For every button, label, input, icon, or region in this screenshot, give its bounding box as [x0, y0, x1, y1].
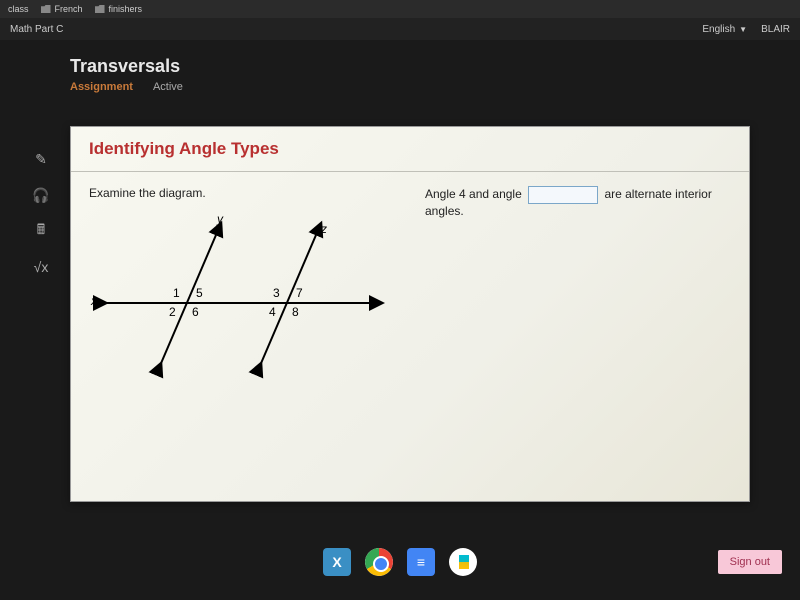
label-z: z [321, 222, 327, 236]
os-taskbar: X ≡ [0, 542, 800, 582]
headphones-icon[interactable]: 🎧 [32, 186, 50, 204]
docs-icon[interactable]: ≡ [407, 548, 435, 576]
angle-8: 8 [292, 305, 299, 319]
browser-tab[interactable]: class [8, 4, 29, 14]
page-header: Transversals Assignment Active [0, 40, 800, 93]
angle-1: 1 [173, 286, 180, 300]
page-title: Transversals [70, 56, 730, 77]
instruction-text: Examine the diagram. [89, 186, 395, 200]
browser-tab[interactable]: French [41, 4, 83, 14]
angle-2: 2 [169, 305, 176, 319]
angle-4: 4 [269, 305, 276, 319]
tab-label: French [55, 4, 83, 14]
chrome-icon[interactable] [365, 548, 393, 576]
card-body: Examine the diagram. x y z 1 5 [71, 172, 749, 498]
browser-tab-strip: class French finishers [0, 0, 800, 18]
language-selector[interactable]: English ▼ [702, 24, 747, 35]
course-bar-right: English ▼ BLAIR [702, 24, 790, 35]
card-header: Identifying Angle Types [71, 127, 749, 172]
label-x: x [91, 294, 97, 308]
answer-input[interactable] [528, 186, 598, 204]
line-y [159, 228, 219, 368]
app-icon-x[interactable]: X [323, 548, 351, 576]
card-title: Identifying Angle Types [89, 139, 731, 159]
folder-icon [95, 5, 105, 13]
folder-icon [41, 5, 51, 13]
tab-assignment[interactable]: Assignment [70, 81, 133, 93]
course-name: Math Part C [10, 24, 63, 35]
angle-3: 3 [273, 286, 280, 300]
label-y: y [217, 212, 223, 226]
content-card: Identifying Angle Types Examine the diag… [70, 126, 750, 502]
line-z [259, 228, 319, 368]
user-name: BLAIR [761, 24, 790, 35]
formula-icon[interactable]: √x [32, 258, 50, 276]
sign-out-button[interactable]: Sign out [718, 550, 782, 574]
course-bar: Math Part C English ▼ BLAIR [0, 18, 800, 40]
pencil-icon[interactable]: ✎ [32, 150, 50, 168]
tab-label: class [8, 4, 29, 14]
language-label: English [702, 24, 735, 35]
chevron-down-icon: ▼ [739, 25, 747, 34]
angle-5: 5 [196, 286, 203, 300]
tab-active[interactable]: Active [153, 81, 183, 93]
angle-6: 6 [192, 305, 199, 319]
browser-tab[interactable]: finishers [95, 4, 143, 14]
diagram-column: Examine the diagram. x y z 1 5 [89, 186, 395, 484]
question-column: Angle 4 and angle are alternate interior… [425, 186, 731, 484]
question-text-before: Angle 4 and angle [425, 187, 522, 201]
header-tabs: Assignment Active [70, 81, 730, 93]
play-store-icon[interactable] [449, 548, 477, 576]
diagram-svg [89, 208, 389, 388]
transversal-diagram: x y z 1 5 2 6 3 7 4 8 [89, 208, 389, 388]
angle-7: 7 [296, 286, 303, 300]
tab-label: finishers [109, 4, 143, 14]
calculator-icon[interactable]: 🖩 [32, 222, 50, 240]
left-toolbar: ✎ 🎧 🖩 √x [32, 150, 50, 276]
